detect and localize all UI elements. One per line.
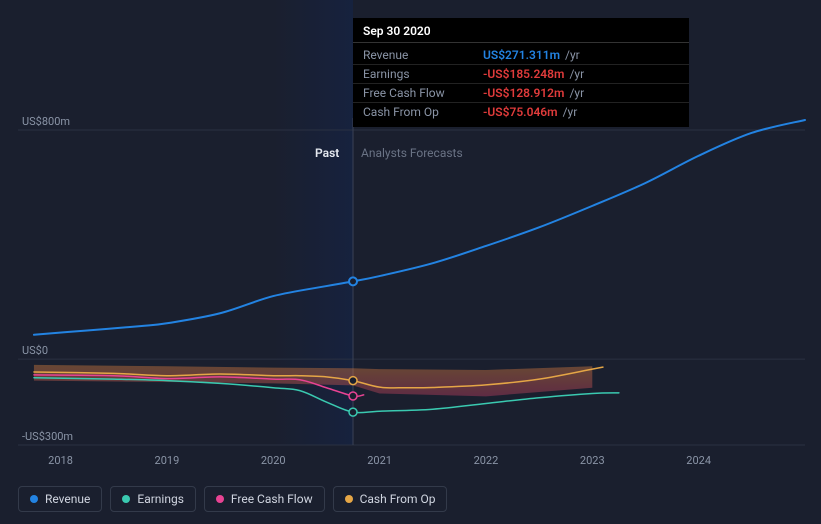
tooltip-row: RevenueUS$271.311m/yr: [353, 46, 689, 65]
tooltip-label: Revenue: [363, 48, 483, 62]
legend-item-fcf[interactable]: Free Cash Flow: [204, 486, 325, 512]
tooltip-unit: /yr: [569, 86, 584, 100]
past-label: Past: [315, 146, 339, 160]
financial-chart: US$800m US$0 -US$300m 2018 2019 2020 2021 2022…: [0, 0, 821, 524]
legend-label: Cash From Op: [360, 492, 436, 506]
tooltip-label: Earnings: [363, 67, 483, 81]
tooltip-date: Sep 30 2020: [353, 24, 689, 43]
legend-swatch: [216, 495, 224, 503]
tooltip-row: Free Cash Flow-US$128.912m/yr: [353, 84, 689, 103]
tooltip-unit: /yr: [565, 48, 580, 62]
x-tick-label: 2020: [261, 454, 286, 467]
legend-item-cfo[interactable]: Cash From Op: [333, 486, 448, 512]
forecast-label: Analysts Forecasts: [361, 146, 463, 160]
legend-label: Earnings: [137, 492, 184, 506]
legend-label: Revenue: [45, 492, 90, 506]
x-tick-label: 2023: [580, 454, 605, 467]
x-tick-label: 2019: [155, 454, 180, 467]
tooltip: Sep 30 2020 RevenueUS$271.311m/yrEarning…: [353, 18, 689, 127]
legend-swatch: [30, 495, 38, 503]
tooltip-label: Cash From Op: [363, 105, 483, 119]
tooltip-row: Cash From Op-US$75.046m/yr: [353, 103, 689, 121]
tooltip-value: -US$75.046m: [483, 105, 558, 119]
tooltip-label: Free Cash Flow: [363, 86, 483, 100]
tooltip-unit: /yr: [563, 105, 578, 119]
tooltip-value: -US$128.912m: [483, 86, 564, 100]
tooltip-value: -US$185.248m: [483, 67, 564, 81]
tooltip-row: Earnings-US$185.248m/yr: [353, 65, 689, 84]
tooltip-unit: /yr: [569, 67, 584, 81]
x-tick-label: 2024: [686, 454, 711, 467]
legend-swatch: [345, 495, 353, 503]
legend-item-earnings[interactable]: Earnings: [110, 486, 196, 512]
x-tick-label: 2018: [48, 454, 73, 467]
x-tick-label: 2022: [474, 454, 499, 467]
legend-label: Free Cash Flow: [231, 492, 313, 506]
y-tick-label: -US$300m: [22, 430, 73, 443]
legend: Revenue Earnings Free Cash Flow Cash From O…: [18, 486, 447, 512]
tooltip-value: US$271.311m: [483, 48, 560, 62]
y-tick-label: US$0: [22, 344, 48, 357]
x-tick-label: 2021: [367, 454, 392, 467]
legend-swatch: [122, 495, 130, 503]
legend-item-revenue[interactable]: Revenue: [18, 486, 102, 512]
y-tick-label: US$800m: [22, 115, 70, 128]
